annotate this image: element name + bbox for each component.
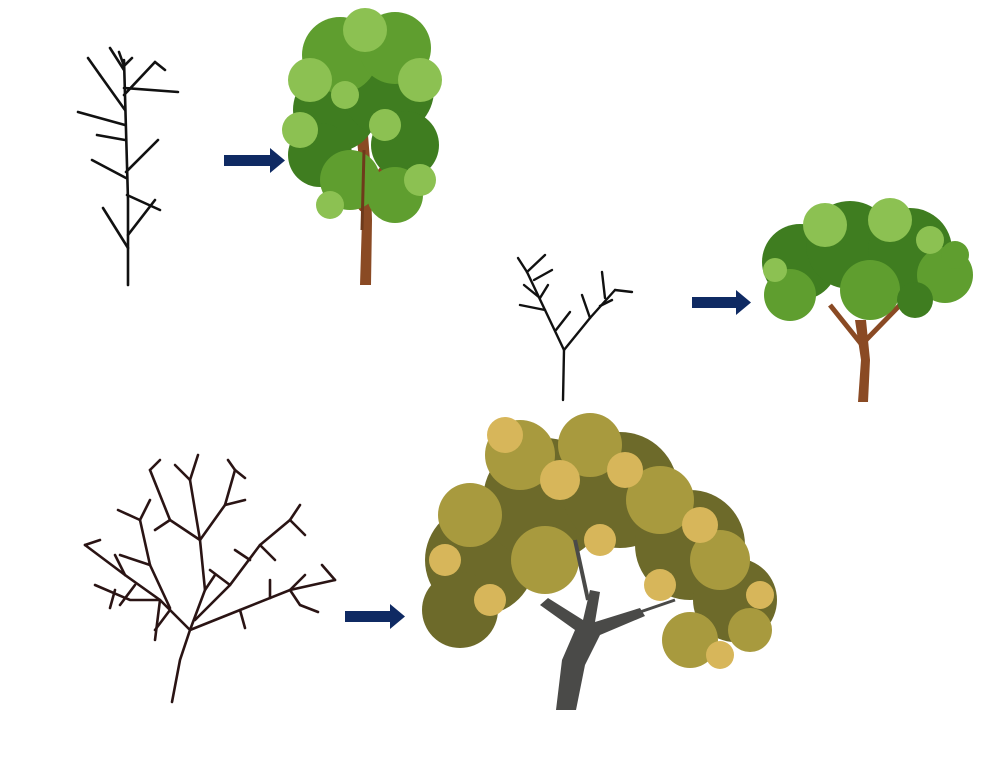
right-arrow-icon xyxy=(692,290,751,315)
wide-autumn-tree xyxy=(422,413,777,710)
trunk xyxy=(855,320,870,402)
tall-green-tree xyxy=(282,8,442,285)
sketch-tall-tree xyxy=(76,46,180,287)
sketch-wide-tree xyxy=(83,453,337,704)
trunk xyxy=(540,590,645,710)
right-arrow-icon xyxy=(224,148,285,173)
right-arrow-icon xyxy=(345,604,405,629)
foliage xyxy=(422,413,777,669)
round-green-tree xyxy=(762,198,973,402)
foliage xyxy=(762,198,973,321)
foliage xyxy=(282,8,442,223)
sketch-round-tree xyxy=(516,253,634,402)
